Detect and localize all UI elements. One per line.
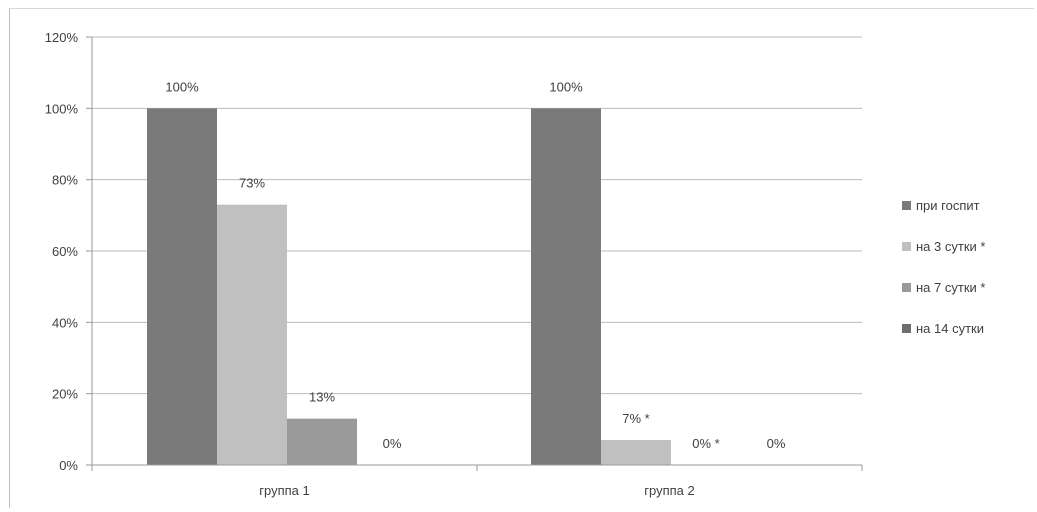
y-tick-label: 40%: [52, 315, 78, 330]
data-label: 0%: [767, 436, 786, 451]
data-label: 0%: [383, 436, 402, 451]
y-tick-label: 120%: [45, 30, 79, 45]
bar: [601, 440, 671, 465]
legend-label: на 14 сутки: [916, 321, 984, 336]
legend-swatch: [902, 324, 911, 333]
data-label: 100%: [549, 79, 583, 94]
legend-label: при госпит: [916, 198, 980, 213]
y-tick-label: 0%: [59, 458, 78, 473]
x-tick-label: группа 1: [259, 483, 309, 498]
bar: [147, 108, 217, 465]
y-tick-label: 20%: [52, 387, 78, 402]
data-label: 13%: [309, 390, 335, 405]
chart-frame: [9, 8, 1034, 508]
legend-swatch: [902, 201, 911, 210]
x-tick-label: группа 2: [644, 483, 694, 498]
data-label: 7% *: [622, 411, 649, 426]
legend-swatch: [902, 242, 911, 251]
legend-label: на 3 сутки *: [916, 239, 985, 254]
data-label: 100%: [165, 79, 199, 94]
y-tick-label: 60%: [52, 244, 78, 259]
data-label: 0% *: [692, 436, 719, 451]
y-tick-label: 80%: [52, 173, 78, 188]
legend-swatch: [902, 283, 911, 292]
data-label: 73%: [239, 176, 265, 191]
y-tick-label: 100%: [45, 101, 79, 116]
legend-label: на 7 сутки *: [916, 280, 985, 295]
bar: [531, 108, 601, 465]
bar: [287, 418, 357, 465]
bar: [217, 204, 287, 465]
